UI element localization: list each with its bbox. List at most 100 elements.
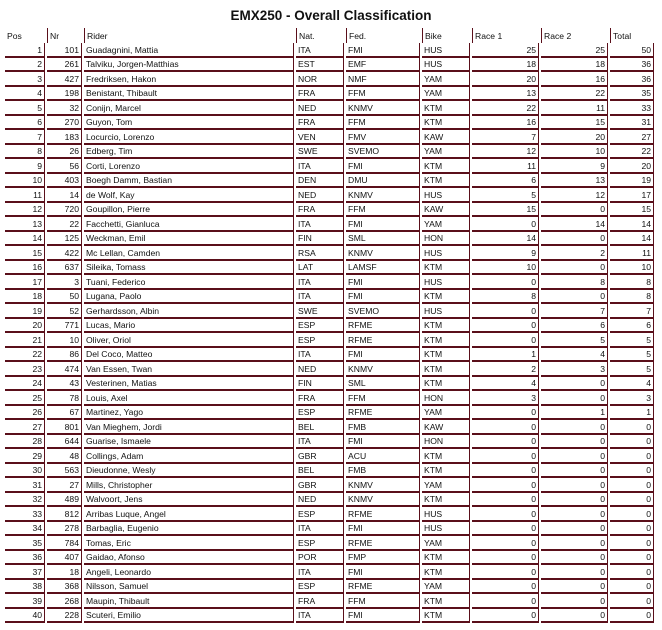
cell-bike: KTM [422,101,470,116]
cell-pos: 25 [5,391,45,406]
cell-bike: HON [422,231,470,246]
cell-rider: Walvoort, Jens [84,492,294,507]
cell-total: 36 [610,72,654,87]
cell-bike: YAM [422,144,470,159]
column-header-nat: Nat. [296,28,344,43]
cell-pos: 9 [5,159,45,174]
cell-nat: EST [296,57,344,72]
table-row: 15 422 Mc Lellan, Camden RSA KNMV HUS 9 2 11 [5,246,654,261]
cell-nat: FIN [296,231,344,246]
cell-total: 27 [610,130,654,145]
cell-fed: SML [346,231,420,246]
cell-fed: RFME [346,507,420,522]
cell-bike: HUS [422,57,470,72]
cell-nr: 18 [47,565,82,580]
cell-total: 3 [610,391,654,406]
cell-bike: KAW [422,130,470,145]
cell-rider: Mc Lellan, Camden [84,246,294,261]
cell-nr: 86 [47,347,82,362]
cell-race2: 0 [541,463,608,478]
cell-rider: Guarise, Ismaele [84,434,294,449]
cell-nat: LAT [296,260,344,275]
cell-nat: POR [296,550,344,565]
cell-nr: 784 [47,536,82,551]
cell-rider: Locurcio, Lorenzo [84,130,294,145]
cell-pos: 33 [5,507,45,522]
cell-fed: SML [346,376,420,391]
cell-total: 20 [610,159,654,174]
cell-nr: 427 [47,72,82,87]
cell-race2: 0 [541,202,608,217]
cell-fed: ACU [346,449,420,464]
cell-nr: 801 [47,420,82,435]
table-row: 29 48 Collings, Adam GBR ACU KTM 0 0 0 [5,449,654,464]
cell-nat: FRA [296,391,344,406]
cell-fed: FFM [346,391,420,406]
cell-fed: FMB [346,420,420,435]
cell-bike: YAM [422,72,470,87]
cell-nat: FRA [296,594,344,609]
cell-race1: 0 [472,478,539,493]
table-row: 3 427 Fredriksen, Hakon NOR NMF YAM 20 16 36 [5,72,654,87]
cell-bike: HUS [422,521,470,536]
cell-total: 5 [610,362,654,377]
cell-nat: GBR [296,449,344,464]
cell-rider: Sileika, Tomass [84,260,294,275]
cell-rider: Oliver, Oriol [84,333,294,348]
cell-race1: 3 [472,391,539,406]
cell-fed: FMP [346,550,420,565]
cell-bike: KTM [422,594,470,609]
cell-race2: 0 [541,536,608,551]
cell-total: 19 [610,173,654,188]
cell-fed: FMI [346,43,420,58]
table-row: 18 50 Lugana, Paolo ITA FMI KTM 8 0 8 [5,289,654,304]
cell-race2: 3 [541,362,608,377]
cell-rider: Angeli, Leonardo [84,565,294,580]
cell-nat: ITA [296,289,344,304]
cell-nr: 22 [47,217,82,232]
cell-race1: 0 [472,420,539,435]
cell-race1: 15 [472,202,539,217]
cell-pos: 37 [5,565,45,580]
cell-fed: FMI [346,565,420,580]
table-row: 20 771 Lucas, Mario ESP RFME KTM 0 6 6 [5,318,654,333]
cell-pos: 35 [5,536,45,551]
table-row: 38 368 Nilsson, Samuel ESP RFME YAM 0 0 0 [5,579,654,594]
cell-bike: YAM [422,86,470,101]
cell-nr: 52 [47,304,82,319]
cell-bike: YAM [422,536,470,551]
cell-race1: 1 [472,347,539,362]
cell-rider: Gaidao, Afonso [84,550,294,565]
cell-rider: Tuani, Federico [84,275,294,290]
cell-nr: 278 [47,521,82,536]
cell-total: 0 [610,579,654,594]
cell-total: 36 [610,57,654,72]
cell-race1: 7 [472,130,539,145]
cell-bike: YAM [422,478,470,493]
cell-bike: KTM [422,159,470,174]
cell-nr: 407 [47,550,82,565]
cell-rider: Lugana, Paolo [84,289,294,304]
cell-race2: 9 [541,159,608,174]
cell-nat: ESP [296,405,344,420]
cell-nat: ESP [296,579,344,594]
cell-fed: FMI [346,521,420,536]
cell-bike: HON [422,391,470,406]
cell-race1: 10 [472,260,539,275]
column-header-nr: Nr [47,28,82,43]
cell-race2: 18 [541,57,608,72]
cell-race2: 0 [541,231,608,246]
cell-bike: HUS [422,43,470,58]
cell-fed: FMI [346,434,420,449]
cell-rider: Scuteri, Emilio [84,608,294,623]
cell-race2: 0 [541,521,608,536]
cell-race2: 0 [541,608,608,623]
column-header-race2: Race 2 [541,28,608,43]
cell-pos: 32 [5,492,45,507]
cell-total: 14 [610,231,654,246]
cell-fed: SVEMO [346,144,420,159]
table-row: 30 563 Dieudonne, Wesly BEL FMB KTM 0 0 0 [5,463,654,478]
cell-nr: 101 [47,43,82,58]
cell-rider: Talviku, Jorgen-Matthias [84,57,294,72]
cell-rider: Guadagnini, Mattia [84,43,294,58]
